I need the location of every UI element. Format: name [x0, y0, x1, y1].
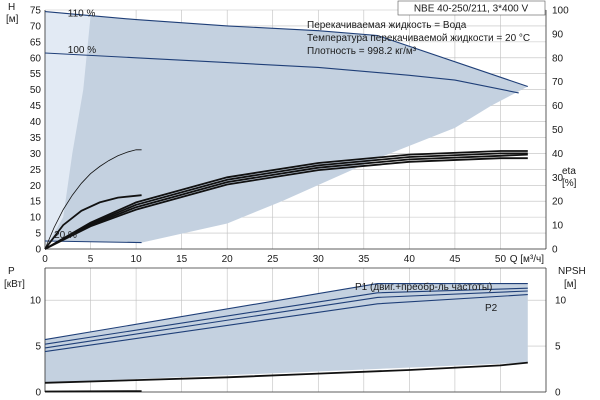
head-curve	[44, 11, 528, 88]
head-efficiency-plot: 110 %100 %20 %05101520253035404550556065…	[6, 0, 577, 265]
x-tick-label: 50	[495, 254, 507, 265]
p2-label: P2	[485, 303, 498, 314]
top-y-tick-label: 20	[30, 181, 42, 192]
x-tick-label: 35	[358, 254, 370, 265]
top-y-tick-label: 10	[30, 213, 42, 224]
low-flow-region	[45, 11, 91, 249]
top-y-tick-label: 50	[30, 85, 42, 96]
top-y2-axis-unit: [%]	[562, 178, 577, 189]
top-y-tick-label: 55	[30, 69, 42, 80]
top-y2-tick-label: 80	[552, 53, 564, 64]
chart-title: NBE 40-250/211, 3*400 V	[414, 4, 529, 15]
npsh-curve	[44, 361, 528, 384]
power-npsh-plot: P1 (двиг.+преобр-ль частоты) P2 0 5 10 0 5 10 P […	[4, 266, 586, 399]
fluid-annotation: Перекачиваемая жидкость = Вода	[307, 20, 467, 31]
operating-range-band	[45, 11, 528, 243]
bottom-y-tick-label: 5	[35, 342, 41, 353]
efficiency-curve	[44, 157, 528, 250]
bottom-y-axis-label: P	[8, 266, 15, 277]
top-y-tick-label: 30	[30, 149, 42, 160]
top-y2-axis-label: eta	[562, 166, 576, 177]
top-y2-tick-label: 100	[552, 6, 569, 17]
x-tick-label: 25	[267, 254, 279, 265]
p1-label: P1 (двиг.+преобр-ль частоты)	[355, 281, 492, 293]
top-y-tick-label: 70	[30, 21, 42, 32]
bottom-y-tick-label: 0	[35, 388, 41, 399]
top-y-tick-label: 75	[30, 6, 42, 17]
top-y2-tick-label: 50	[552, 125, 564, 136]
top-y-tick-label: 45	[30, 101, 42, 112]
fluid-annotation: Плотность = 998.2 кг/м³	[307, 46, 417, 57]
x-axis-label: Q [м³/ч]	[510, 254, 545, 265]
efficiency-curve	[44, 194, 142, 250]
power-range-band	[45, 283, 528, 383]
top-y-tick-label: 60	[30, 53, 42, 64]
top-y2-tick-label: 20	[552, 197, 564, 208]
speed-label-20: 20 %	[54, 230, 77, 241]
power-curve	[44, 287, 528, 345]
top-y-tick-label: 15	[30, 197, 42, 208]
x-tick-label: 10	[131, 254, 143, 265]
bottom-y2-tick-label: 10	[555, 296, 567, 307]
efficiency-curve	[44, 152, 528, 250]
speed-label-100: 100 %	[68, 45, 96, 56]
top-y-tick-label: 25	[30, 165, 42, 176]
bottom-y2-axis-unit: [м]	[564, 279, 577, 290]
efficiency-curve	[44, 149, 142, 250]
top-y-tick-label: 35	[30, 133, 42, 144]
top-y-tick-label: 40	[30, 117, 42, 128]
bottom-y-axis-unit: [кВт]	[4, 279, 25, 290]
top-y-axis-label: H	[8, 2, 15, 13]
bottom-y2-tick-label: 0	[555, 388, 561, 399]
top-y-tick-label: 65	[30, 37, 42, 48]
power-curve	[44, 294, 528, 353]
efficiency-curve	[44, 150, 528, 250]
x-tick-label: 0	[42, 254, 48, 265]
power-curve	[44, 290, 528, 349]
power-curve	[44, 283, 528, 341]
efficiency-curve	[44, 153, 528, 250]
speed-label-110: 110 %	[68, 8, 96, 19]
top-y2-tick-label: 70	[552, 77, 564, 88]
x-tick-label: 20	[222, 254, 234, 265]
top-y2-tick-label: 60	[552, 101, 564, 112]
bottom-y2-axis-label: NPSH	[558, 266, 586, 277]
top-y-tick-label: 0	[35, 245, 41, 256]
head-curve	[44, 52, 519, 94]
x-tick-label: 45	[449, 254, 461, 265]
top-y2-tick-label: 90	[552, 29, 564, 40]
x-tick-label: 15	[176, 254, 188, 265]
top-y2-tick-label: 10	[552, 221, 564, 232]
top-y-axis-unit: [м]	[6, 14, 19, 25]
top-y2-tick-label: 30	[552, 173, 564, 184]
x-tick-label: 5	[88, 254, 94, 265]
x-tick-label: 40	[404, 254, 416, 265]
top-y2-tick-label: 40	[552, 149, 564, 160]
top-y-tick-label: 5	[35, 229, 41, 240]
fluid-annotation: Температура перекачиваемой жидкости = 20…	[307, 33, 530, 44]
top-y2-tick-label: 0	[552, 245, 558, 256]
bottom-y-tick-label: 10	[30, 296, 42, 307]
x-tick-label: 30	[313, 254, 325, 265]
title-box	[397, 0, 546, 16]
bottom-y2-tick-label: 5	[555, 342, 561, 353]
